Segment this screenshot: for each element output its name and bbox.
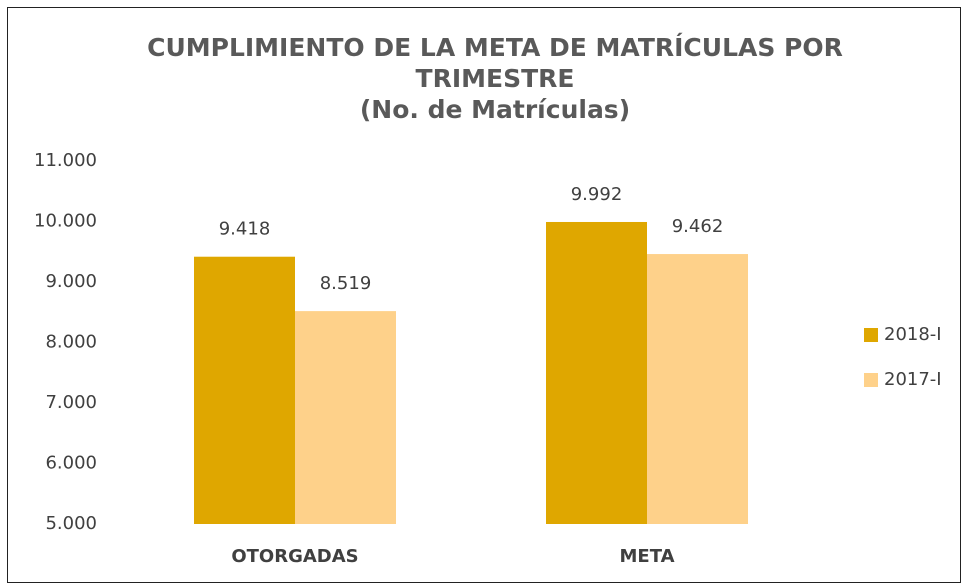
y-tick-label: 7.000	[45, 392, 97, 413]
data-label: 9.462	[672, 216, 724, 237]
bar	[194, 256, 295, 524]
data-label: 9.992	[571, 184, 623, 205]
bar	[647, 254, 748, 524]
y-tick-label: 11.000	[34, 150, 97, 171]
y-tick-label: 8.000	[45, 332, 97, 353]
y-tick-label: 6.000	[45, 453, 97, 474]
chart-subtitle: (No. de Matrículas)	[359, 95, 631, 124]
chart-frame	[7, 7, 961, 583]
legend-swatch	[864, 373, 878, 387]
x-tick-label: META	[619, 546, 674, 567]
chart-title: CUMPLIMIENTO DE LA META DE MATRÍCULAS PO…	[147, 33, 843, 93]
titles: CUMPLIMIENTO DE LA META DE MATRÍCULAS PO…	[140, 32, 850, 125]
bar	[295, 311, 396, 524]
x-tick-label: OTORGADAS	[231, 546, 358, 567]
bar	[546, 221, 647, 524]
y-tick-label: 5.000	[45, 513, 97, 534]
y-tick-label: 9.000	[45, 271, 97, 292]
data-label: 8.519	[320, 273, 372, 294]
legend-label: 2017-I	[884, 369, 942, 390]
data-label: 9.418	[219, 219, 271, 240]
legend-swatch	[864, 328, 878, 342]
y-tick-label: 10.000	[34, 211, 97, 232]
legend-label: 2018-I	[884, 324, 942, 345]
